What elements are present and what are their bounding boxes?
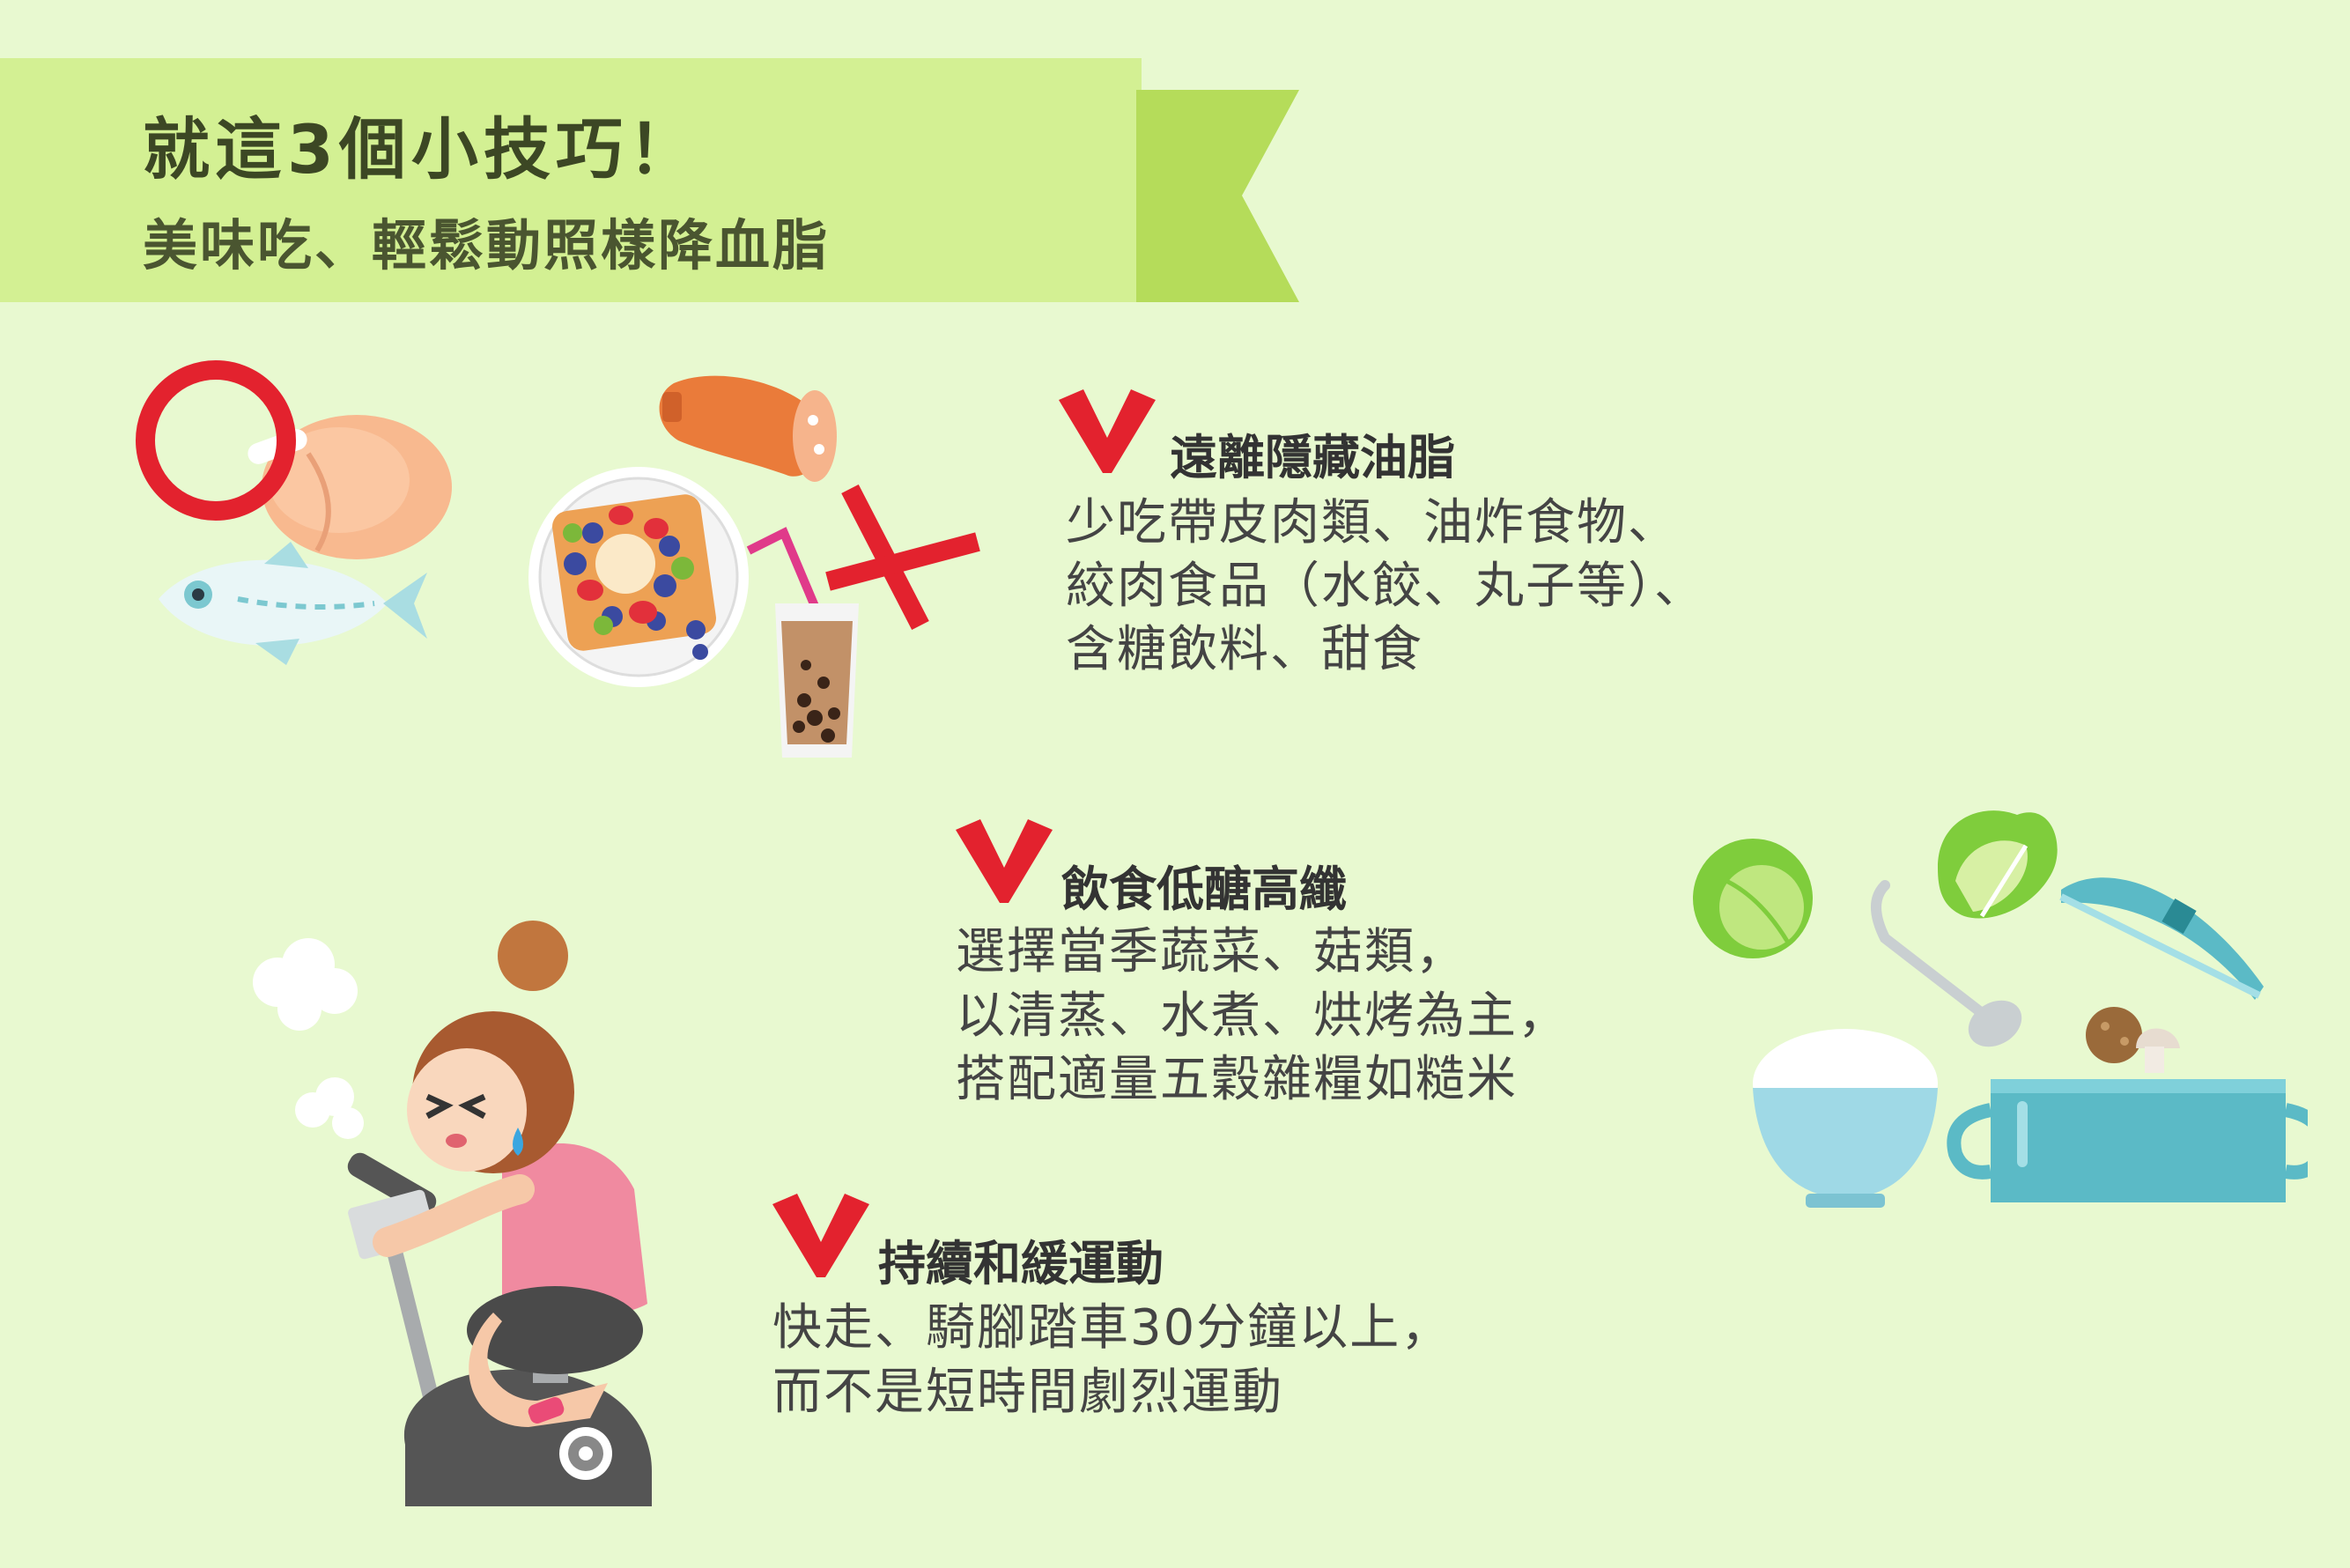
healthy-cooking-illustration xyxy=(1693,810,2308,1208)
tip-3-title: 持續和緩運動 xyxy=(878,1236,1164,1291)
tip-3-line-2: 而不是短時間劇烈運動 xyxy=(772,1364,1283,1421)
check-icon xyxy=(1059,389,1156,473)
tip-3-line-1: 快走、騎腳踏車30分鐘以上， xyxy=(772,1299,1452,1357)
tip-2-line-2: 以清蒸、水煮、烘烤為主， xyxy=(956,987,1569,1045)
good-foods-illustration xyxy=(159,415,452,665)
exercise-bike-illustration xyxy=(253,921,652,1506)
ok-circle-icon xyxy=(136,360,296,521)
banner-subtitle: 美味吃、輕鬆動照樣降血脂 xyxy=(143,213,831,277)
check-icon xyxy=(956,819,1053,903)
tip-2-title: 飲食低醣高纖 xyxy=(1061,862,1347,917)
tip-2-line-3: 搭配適量五穀雜糧如糙米 xyxy=(956,1051,1518,1108)
tip-2-line-1: 選擇當季蔬菜、菇類， xyxy=(956,923,1467,980)
bad-foods-illustration xyxy=(528,375,859,758)
banner-title: 就這3個小技巧！ xyxy=(143,110,700,189)
banner xyxy=(0,58,1142,302)
no-cross-icon xyxy=(825,484,980,631)
tip-1-line-2: 絞肉食品（水餃、丸子等）、 xyxy=(1066,558,1705,615)
tip-1-line-1: 少吃帶皮肉類、油炸食物、 xyxy=(1066,494,1679,551)
tip-1-line-3: 含糖飲料、甜食 xyxy=(1066,621,1423,678)
check-icon xyxy=(772,1194,869,1277)
banner-ribbon-tail xyxy=(1136,90,1299,302)
tip-1-title: 遠離隱藏油脂 xyxy=(1170,430,1455,485)
